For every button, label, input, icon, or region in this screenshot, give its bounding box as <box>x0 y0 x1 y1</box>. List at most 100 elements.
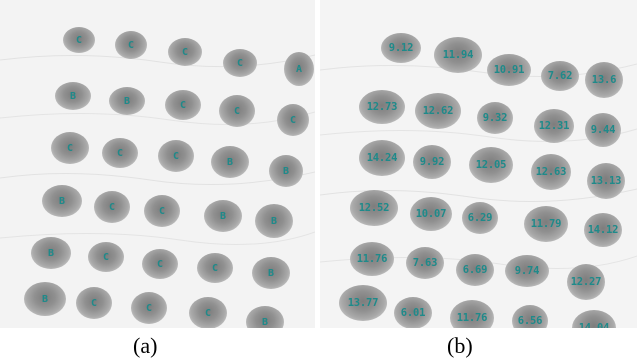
spot: C <box>76 287 112 319</box>
spot-label: B <box>41 293 49 305</box>
spot-label: 12.05 <box>475 159 507 171</box>
spot-label: C <box>181 46 189 58</box>
spot: 14.12 <box>584 213 622 247</box>
spot-label: C <box>102 251 110 263</box>
spot: 6.69 <box>456 254 494 286</box>
spot: 11.76 <box>350 242 394 276</box>
spot-label: 12.73 <box>366 101 398 113</box>
spot-label: 11.79 <box>530 218 562 230</box>
spot: 12.62 <box>415 93 461 129</box>
spot: B <box>252 257 290 289</box>
spot-label: B <box>123 95 131 107</box>
spot-label: B <box>58 195 66 207</box>
spot: 12.05 <box>469 147 513 183</box>
spot-label: 10.07 <box>415 208 447 220</box>
spot: 13.13 <box>587 163 625 199</box>
spot: C <box>165 90 201 120</box>
panel-a-image: C C C C A B B C C C C C C B B B C C B B B C C C B B C C C B <box>0 0 315 328</box>
spot-label: B <box>261 316 269 328</box>
spot-label: C <box>66 142 74 154</box>
spot: B <box>255 204 293 238</box>
spot-label: 7.62 <box>547 70 573 82</box>
caption-a: (a) <box>133 333 158 358</box>
spot-label: C <box>172 150 180 162</box>
spot-label: 13.13 <box>590 175 622 187</box>
spot: C <box>158 140 194 172</box>
spot-label: B <box>219 210 227 222</box>
spot-label: C <box>75 34 83 46</box>
spot-label: 12.27 <box>570 276 602 288</box>
spot: 14.24 <box>359 140 405 176</box>
spot-label: 14.24 <box>366 152 398 164</box>
spot: B <box>246 306 284 328</box>
spot: A <box>284 52 314 86</box>
spot: B <box>211 146 249 178</box>
spot: 12.31 <box>534 109 574 143</box>
spot-label: 7.63 <box>412 257 438 269</box>
spot-label: C <box>108 201 116 213</box>
spot-label: C <box>145 302 153 314</box>
spot-label: B <box>282 165 290 177</box>
spot: 12.73 <box>359 90 405 124</box>
spot-label: C <box>236 57 244 69</box>
spot: B <box>42 185 82 217</box>
spot-label: 12.31 <box>538 120 570 132</box>
spot-label: C <box>127 39 135 51</box>
spot: B <box>24 282 66 316</box>
spot: B <box>31 237 71 269</box>
spot: B <box>109 87 145 115</box>
caption-b: (b) <box>447 333 473 358</box>
spot-label: C <box>211 262 219 274</box>
spot-label: 10.91 <box>493 64 525 76</box>
spot: C <box>219 95 255 127</box>
spot: 14.04 <box>572 310 616 328</box>
spot: C <box>94 191 130 223</box>
spot: 9.32 <box>477 102 513 134</box>
spot: C <box>189 297 227 328</box>
spot: C <box>131 292 167 324</box>
spot-label: 9.92 <box>419 156 445 168</box>
spot-label: 12.63 <box>535 166 567 178</box>
spot-label: 9.74 <box>514 265 540 277</box>
spot-label: 12.52 <box>358 202 390 214</box>
spot-label: B <box>47 247 55 259</box>
spot-label: 14.12 <box>587 224 619 236</box>
spot-label: C <box>90 297 98 309</box>
spot-label: C <box>204 307 212 319</box>
spot-label: 11.76 <box>356 253 388 265</box>
spot: 12.27 <box>567 264 605 300</box>
spot: B <box>204 200 242 232</box>
spot: 11.76 <box>450 300 494 328</box>
spot: C <box>277 104 309 136</box>
spot: C <box>144 195 180 227</box>
spot-label: 14.04 <box>578 322 610 328</box>
spot-label: C <box>233 105 241 117</box>
spot-label: 6.29 <box>467 212 493 224</box>
spot-label: 9.44 <box>590 124 616 136</box>
spot: 10.07 <box>410 197 452 231</box>
spot-label: B <box>267 267 275 279</box>
spot: C <box>142 249 178 279</box>
spot: C <box>197 253 233 283</box>
spot: B <box>55 82 91 110</box>
spot-label: C <box>156 258 164 270</box>
panel-b-image: 9.12 11.94 10.91 7.62 13.6 12.73 12.62 9.32 12.3… <box>320 0 637 328</box>
spot: 9.74 <box>505 255 549 287</box>
spot-label: C <box>179 99 187 111</box>
spot: 9.92 <box>413 145 451 179</box>
spot-label: 13.6 <box>591 74 617 86</box>
spot-label: 6.69 <box>462 264 488 276</box>
spot: B <box>269 155 303 187</box>
spot-label: 9.32 <box>482 112 508 124</box>
spot: C <box>51 132 89 164</box>
spot-label: 11.76 <box>456 312 488 324</box>
spot: 10.91 <box>487 54 531 86</box>
spot-label: B <box>270 215 278 227</box>
spot: 13.77 <box>339 285 387 321</box>
spot-label: 9.12 <box>388 42 414 54</box>
spot: 9.12 <box>381 33 421 63</box>
spot: 7.63 <box>406 247 444 279</box>
spot: 13.6 <box>585 62 623 98</box>
spot: 11.79 <box>524 206 568 242</box>
spot-label: C <box>158 205 166 217</box>
